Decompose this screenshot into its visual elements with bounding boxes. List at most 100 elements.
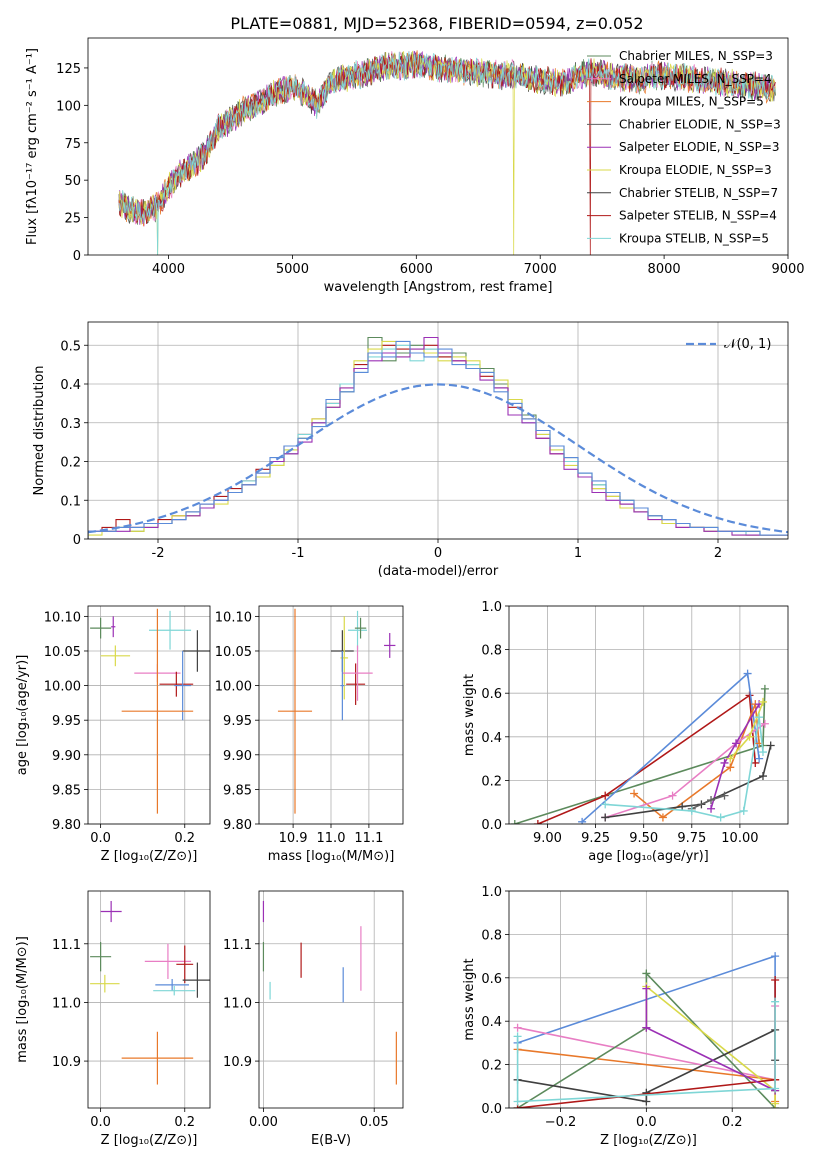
spectrum-panel: 4000 5000 6000 7000 8000 9000 0 25 50 75 100 125 wav… — [25, 37, 805, 295]
mass-weight-marker — [732, 739, 741, 748]
age_vs_Z-y-tick-label: 9.80 — [52, 818, 81, 833]
residuals-x-tick-label: 0 — [434, 546, 442, 561]
mass_vs_Z-frame — [87, 890, 211, 1109]
mass-weight-marker — [755, 754, 764, 763]
residuals-x-tick-label: -2 — [152, 546, 165, 561]
mass-weight-marker — [720, 791, 729, 800]
massweight_vs_Z-y-tick-label: 0.8 — [481, 928, 502, 943]
mass-weight-marker — [758, 697, 767, 706]
mass-weight-marker — [760, 684, 769, 693]
age_vs_mass-y-tick-label: 10.10 — [215, 610, 252, 625]
mass-weight-marker — [510, 820, 519, 824]
residuals-y-tick-label: 0 — [73, 533, 81, 548]
massweight_vs_age-x-tick-label: 10.00 — [721, 831, 758, 846]
mass_vs_ebv-y-tick-label: 10.9 — [223, 1055, 252, 1070]
residual-histogram — [88, 336, 788, 539]
residuals-y-axis-label: Normed distribution — [32, 366, 47, 496]
spectrum-y-tick-label: 0 — [73, 249, 81, 264]
spectrum-legend-label: Salpeter ELODIE, N_SSP=3 — [619, 140, 780, 154]
residuals-y-tick-label: 0.3 — [60, 417, 81, 432]
massweight_vs_Z-y-tick-label: 0.6 — [481, 972, 502, 987]
age_vs_mass-y-tick-label: 10.00 — [215, 680, 252, 695]
residuals-x-tick-label: 2 — [714, 546, 722, 561]
spectrum-legend-label: Salpeter STELIB, N_SSP=4 — [619, 209, 777, 223]
mass-weight-marker — [726, 763, 735, 772]
residuals-x-axis-label: (data-model)/error — [378, 564, 499, 579]
massweight_vs_age-y-tick-label: 0.0 — [481, 818, 502, 833]
mass_vs_Z-x-axis-label: Z [log₁₀(Z/Z⊙)] — [101, 1133, 198, 1148]
age_vs_mass-x-tick-label: 10.9 — [279, 831, 308, 846]
age_vs_mass-plot-area — [277, 608, 396, 814]
mass_vs_ebv-x-tick-label: 0.05 — [360, 1115, 389, 1130]
age_vs_mass-panel: 10.9 11.0 11.1 9.80 9.85 9.90 9.95 10.00 10.05 10… — [215, 605, 404, 864]
mass-weight-marker — [642, 1097, 651, 1106]
residual-histogram — [88, 340, 788, 539]
mass-weight-marker — [720, 758, 729, 767]
spectrum-x-tick-label: 8000 — [648, 262, 681, 277]
spectrum-x-tick-label: 6000 — [400, 262, 433, 277]
mass-weight-marker — [533, 820, 542, 824]
gaussian-legend-label: 𝒩(0, 1) — [724, 337, 771, 352]
massweight_vs_age-y-tick-label: 0.6 — [481, 687, 502, 702]
age_vs_Z-frame — [87, 605, 211, 825]
mass-weight-line — [605, 717, 764, 819]
spectrum-legend-label: Chabrier ELODIE, N_SSP=3 — [619, 117, 781, 131]
mass-weight-marker — [642, 969, 651, 978]
massweight_vs_age-plot-area — [510, 669, 775, 824]
massweight_vs_age-y-axis-label: mass weight — [462, 674, 477, 756]
massweight_vs_age-x-tick-label: 9.50 — [629, 831, 658, 846]
spectrum-x-tick-label: 5000 — [276, 262, 309, 277]
massweight_vs_age-y-tick-label: 0.8 — [481, 644, 502, 659]
massweight_vs_Z-x-tick-label: −0.2 — [545, 1115, 577, 1130]
massweight_vs_age-x-tick-label: 9.25 — [581, 831, 610, 846]
figure-title: PLATE=0881, MJD=52368, FIBERID=0594, z=0… — [230, 14, 643, 33]
massweight_vs_age-panel: 9.00 9.25 9.50 9.75 10.00 0.0 0.2 0.4 0.6 0.8 1.0 a… — [462, 600, 789, 864]
mass_vs_Z-y-axis-label: mass [log₁₀(M/M⊙)] — [15, 936, 30, 1063]
mass_vs_Z-y-tick-label: 10.9 — [52, 1055, 81, 1070]
mass-weight-line — [710, 703, 760, 809]
massweight_vs_Z-y-tick-label: 0.2 — [481, 1059, 502, 1074]
massweight_vs_Z-y-tick-label: 0.0 — [481, 1102, 502, 1117]
plot-panels: 4000 5000 6000 7000 8000 90000255075100125wav… — [15, 37, 805, 1148]
mass-weight-marker — [601, 791, 610, 800]
spectrum-x-tick-label: 9000 — [771, 262, 804, 277]
age_vs_Z-y-tick-label: 10.00 — [44, 680, 81, 695]
mass_vs_Z-plot-area — [90, 900, 210, 1085]
massweight_vs_Z-frame — [508, 890, 789, 1109]
mass-weight-marker — [758, 748, 767, 757]
mass_vs_ebv-y-tick-label: 11.0 — [223, 996, 252, 1011]
age_vs_Z-y-tick-label: 10.05 — [44, 645, 81, 660]
massweight_vs_Z-x-tick-label: 0.0 — [636, 1115, 657, 1130]
mass_vs_ebv-y-tick-label: 11.1 — [223, 938, 252, 953]
spectrum-y-tick-label: 75 — [64, 137, 81, 152]
residuals-x-tick-label: -1 — [292, 546, 305, 561]
residuals-y-tick-label: 0.4 — [60, 378, 81, 393]
residuals-y-tick-label: 0.5 — [60, 339, 81, 354]
mass-weight-marker — [642, 1023, 651, 1032]
age_vs_Z-panel: 0.0 0.2 9.80 9.85 9.90 9.95 10.00 10.05 10.10 Z [… — [15, 605, 211, 864]
mass-weight-marker — [771, 952, 780, 961]
mass_vs_Z-x-tick-label: 0.2 — [174, 1115, 195, 1130]
spectrum-x-tick-label: 7000 — [524, 262, 557, 277]
mass-weight-marker — [707, 796, 716, 805]
age_vs_mass-y-tick-label: 9.95 — [223, 714, 252, 729]
massweight_vs_Z-x-axis-label: Z [log₁₀(Z/Z⊙)] — [600, 1133, 697, 1148]
mass-weight-marker — [642, 984, 651, 993]
mass-weight-marker — [760, 719, 769, 728]
mass_vs_Z-x-tick-label: 0.0 — [90, 1115, 111, 1130]
spectrum-y-tick-label: 125 — [56, 62, 81, 77]
mass_vs_ebv-panel: 0.00 0.05 10.9 11.0 11.1 E(B-V) — [223, 890, 404, 1148]
mass-weight-line — [691, 794, 725, 810]
mass-weight-marker — [766, 741, 775, 750]
massweight_vs_age-x-tick-label: 9.75 — [677, 831, 706, 846]
age_vs_Z-y-tick-label: 9.90 — [52, 749, 81, 764]
mass-weight-marker — [513, 1032, 522, 1041]
spectrum-y-tick-label: 50 — [64, 174, 81, 189]
massweight_vs_age-frame — [508, 605, 789, 825]
spectrum-y-tick-label: 100 — [56, 99, 81, 114]
mass-weight-marker — [658, 813, 667, 822]
mass_vs_ebv-x-axis-label: E(B-V) — [311, 1133, 351, 1148]
gaussian-curve — [88, 383, 788, 534]
mass-weight-marker — [771, 997, 780, 1006]
massweight_vs_age-x-tick-label: 9.00 — [533, 831, 562, 846]
